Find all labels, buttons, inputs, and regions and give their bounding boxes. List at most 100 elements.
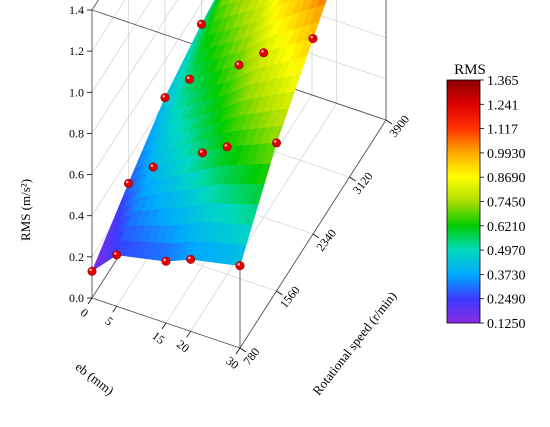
surface-patch [291,0,306,16]
colorbar-tick-label: 0.3730 [487,268,526,283]
colorbar-gradient [446,79,481,324]
y-tick-mark [239,347,247,353]
surface-patch [308,0,320,10]
colorbar: RMS 1.365 1.241 1.117 0.9930 0.8690 0.7450 0.6… [446,62,526,332]
data-point [235,261,245,271]
z-tick-label: 0.8 [69,126,84,140]
data-point [222,142,232,152]
data-point [87,266,97,276]
z-tick-label: 0.4 [69,209,84,223]
y-tick-label: 3120 [350,169,376,197]
data-point [198,148,208,158]
surface-patch [266,0,272,5]
data-point [185,74,195,84]
surface-patch [211,0,217,8]
data-point [234,60,244,70]
z-axis-title: RMS (m/s²) [18,179,33,241]
colorbar-tick-label: 0.1250 [487,317,526,332]
data-point [271,138,281,148]
colorbar-title: RMS [454,62,486,78]
surface-patch [211,0,221,17]
x-tick-label: 5 [102,314,115,329]
y-tick-mark [349,176,356,182]
x-tick-label: 30 [223,354,241,372]
x-tick-mark [161,322,167,330]
x-tick-label: 0 [78,305,91,320]
colorbar-tick-label: 0.9930 [487,147,526,162]
y-tick-label: 780 [240,345,262,368]
x-tick-label: 15 [149,329,167,347]
z-tick-label: 1.2 [69,44,84,58]
z-tick-label: 1.4 [69,3,84,17]
surface-patch [236,0,242,2]
y-tick-mark [385,119,393,125]
surface-patch [264,0,275,16]
z-tick-label: 1.0 [69,85,84,99]
data-points [87,19,318,276]
data-point-highlight [187,76,190,80]
x-tick-mark [87,297,93,305]
surface-patch [215,0,223,12]
surface-patch [213,0,216,2]
data-point-highlight [224,144,228,147]
data-point-highlight [199,150,203,153]
data-point [186,254,196,264]
surface-patch [227,0,238,4]
data-point [161,256,171,266]
data-point [259,48,269,58]
surface-patch [219,0,231,7]
data-point-highlight [114,252,117,255]
data-point [148,162,158,172]
y-tick-mark [276,290,283,296]
z-tick-label: 0.6 [69,168,84,182]
colorbar-tick-label: 1.117 [487,123,518,138]
data-point-highlight [236,62,239,65]
y-axis-title: Rotational speed (r/min) [309,289,399,398]
surface-patch [269,0,278,14]
surface-patch [277,0,284,8]
surface-patch [254,0,267,10]
z-tick-label: 0.0 [69,291,84,305]
colorbar-tick-label: 0.4970 [487,244,526,259]
data-point-highlight [162,94,165,98]
data-point-highlight [237,263,240,266]
x-tick-mark [112,306,117,313]
y-tick-label: 1560 [277,283,303,311]
y-tick-mark [312,233,320,239]
y-tick-label: 3900 [386,112,412,140]
surface-patch [289,0,294,2]
data-point [124,178,134,188]
x-tick-mark [186,331,191,338]
surface-patch [283,0,298,18]
colorbar-tick-label: 1.365 [487,74,519,89]
data-point-highlight [150,164,154,167]
surface-patches [91,0,327,272]
data-point-highlight [261,50,264,53]
surface-patch [238,0,252,14]
data-point-highlight [125,180,129,184]
z-tick-label: 0.2 [69,250,84,264]
data-point [308,34,318,44]
data-point-highlight [89,268,92,272]
surface-patch [273,0,281,11]
data-point-highlight [310,35,314,39]
colorbar-tick-label: 0.6210 [487,220,526,235]
surface-patch [281,0,291,5]
surface-patch [300,0,313,13]
surface-patch [316,0,327,7]
colorbar-tick-label: 0.7450 [487,196,526,211]
x-tick-mark [235,347,241,355]
surface-patch [230,0,245,17]
data-point [160,93,170,103]
surface-patch [215,0,218,2]
surface-patch [246,0,260,12]
data-point-highlight [163,258,166,262]
data-point-highlight [188,256,191,260]
grid-line [91,0,152,93]
colorbar-tick-label: 0.2490 [487,293,526,308]
data-point [112,250,122,260]
y-tick-label: 2340 [313,226,339,254]
data-point-highlight [273,140,277,143]
surface-patch [262,0,270,8]
